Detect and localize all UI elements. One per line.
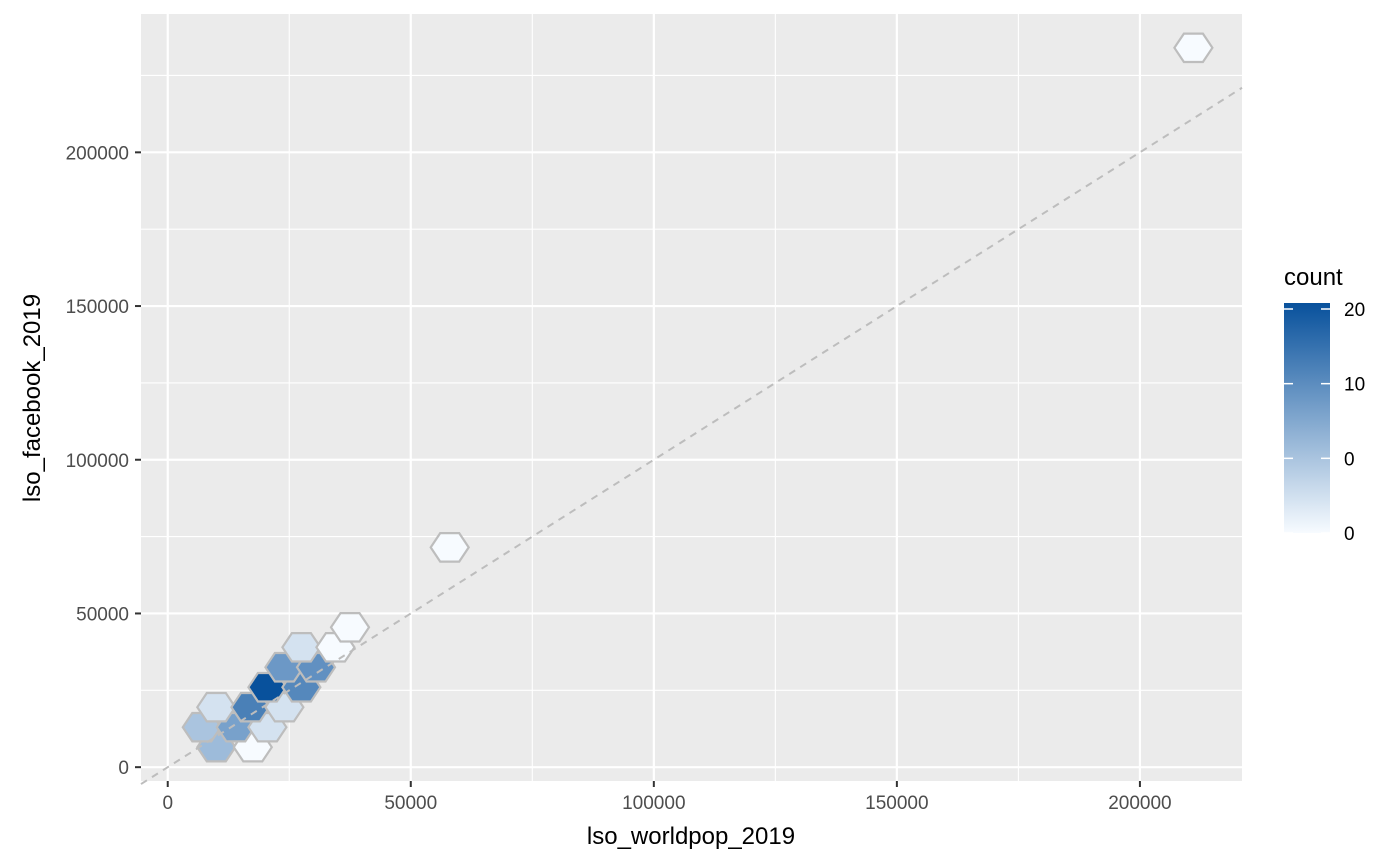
legend-tick-label: 0: [1344, 449, 1355, 470]
hexbin: [429, 531, 471, 563]
x-tick-label: 200000: [1108, 793, 1171, 814]
y-tick-label: 200000: [66, 143, 129, 164]
hexbin: [195, 691, 237, 723]
y-tick-label: 0: [118, 758, 129, 779]
hexbin: [281, 631, 322, 663]
y-tick-label: 100000: [66, 451, 129, 472]
x-tick-label: 50000: [384, 793, 437, 814]
hexbin: [1173, 32, 1214, 64]
hexbin-layer: [181, 32, 1214, 763]
x-tick-label: 0: [162, 793, 173, 814]
y-tick-label: 50000: [76, 604, 129, 625]
x-tick-label: 150000: [865, 793, 928, 814]
x-axis-ticks: 0 50000 100000 150000 200000: [162, 781, 1172, 814]
legend-colorbar: [1284, 303, 1330, 533]
y-axis-title: lso_facebook_2019: [19, 294, 46, 502]
y-axis-ticks: 0 50000 100000 150000 200000: [66, 143, 141, 779]
legend-tick-label: 0: [1344, 524, 1355, 545]
legend-tick-label: 10: [1344, 375, 1365, 396]
hexbin: [329, 611, 371, 643]
legend: count 20 10 0 0: [1284, 264, 1365, 545]
x-axis-title: lso_worldpop_2019: [587, 823, 795, 850]
legend-tick-label: 20: [1344, 300, 1365, 321]
x-tick-label: 100000: [622, 793, 685, 814]
reference-line: [140, 86, 1243, 785]
major-gridlines: [141, 14, 1242, 781]
legend-title: count: [1284, 264, 1343, 291]
y-tick-label: 150000: [66, 297, 129, 318]
legend-ticks: 20 10 0 0: [1284, 300, 1365, 545]
minor-gridlines: [141, 14, 1242, 781]
